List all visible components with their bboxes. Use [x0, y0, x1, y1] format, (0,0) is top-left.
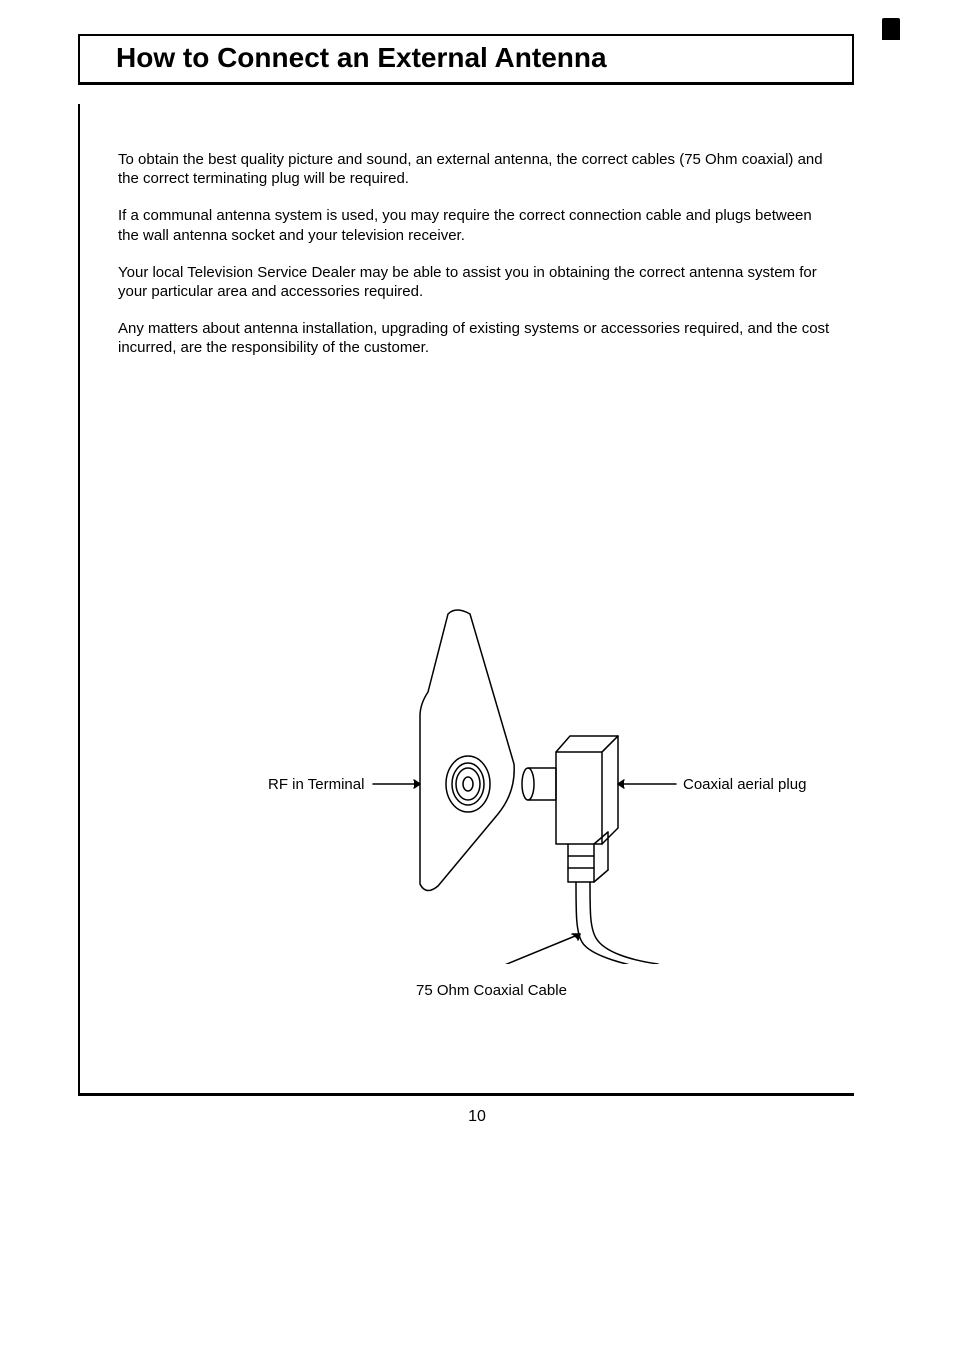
- page-title: How to Connect an External Antenna: [116, 42, 852, 74]
- label-coaxial-cable: 75 Ohm Coaxial Cable: [416, 982, 567, 999]
- document-page: How to Connect an External Antenna To ob…: [0, 0, 954, 1349]
- paragraph: If a communal antenna system is used, yo…: [118, 206, 832, 244]
- content-frame: To obtain the best quality picture and s…: [78, 104, 854, 1096]
- label-rf-terminal: RF in Terminal: [268, 776, 364, 793]
- paragraph: To obtain the best quality picture and s…: [118, 150, 832, 188]
- label-coaxial-plug: Coaxial aerial plug: [683, 776, 806, 793]
- binder-tab-icon: [882, 18, 900, 40]
- page-number: 10: [0, 1108, 954, 1126]
- diagram-svg: [198, 584, 838, 964]
- title-frame: How to Connect an External Antenna: [78, 34, 854, 85]
- paragraph: Any matters about antenna installation, …: [118, 319, 832, 357]
- paragraph: Your local Television Service Dealer may…: [118, 263, 832, 301]
- connection-diagram: RF in Terminal Coaxial aerial plug 75 Oh…: [198, 584, 838, 964]
